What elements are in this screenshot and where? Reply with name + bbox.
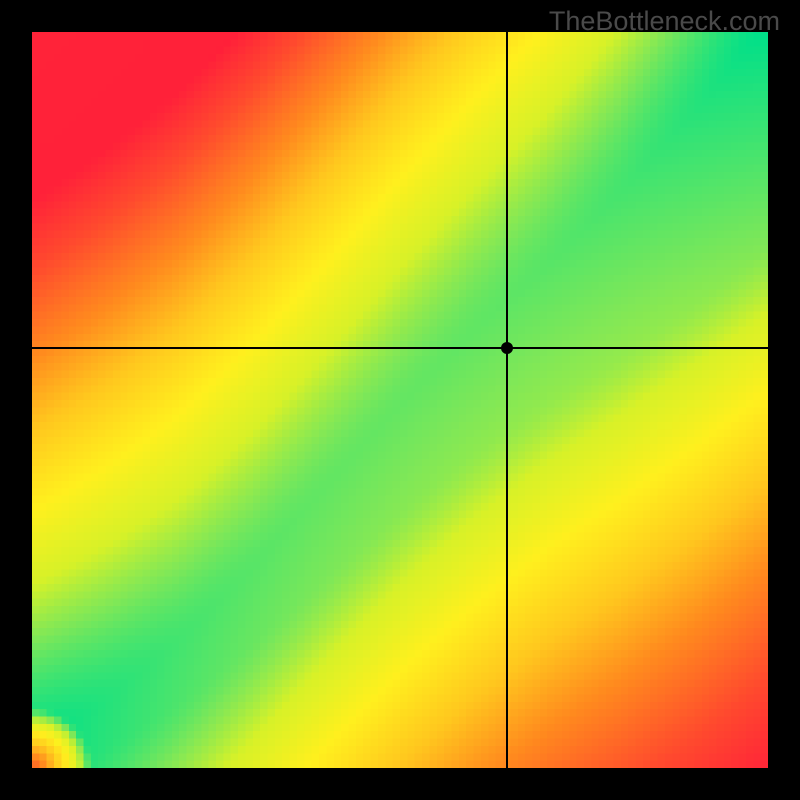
chart-container: TheBottleneck.com <box>0 0 800 800</box>
crosshair-vertical <box>506 32 508 768</box>
crosshair-horizontal <box>32 347 768 349</box>
watermark-text: TheBottleneck.com <box>549 6 780 37</box>
bottleneck-heatmap <box>32 32 768 768</box>
